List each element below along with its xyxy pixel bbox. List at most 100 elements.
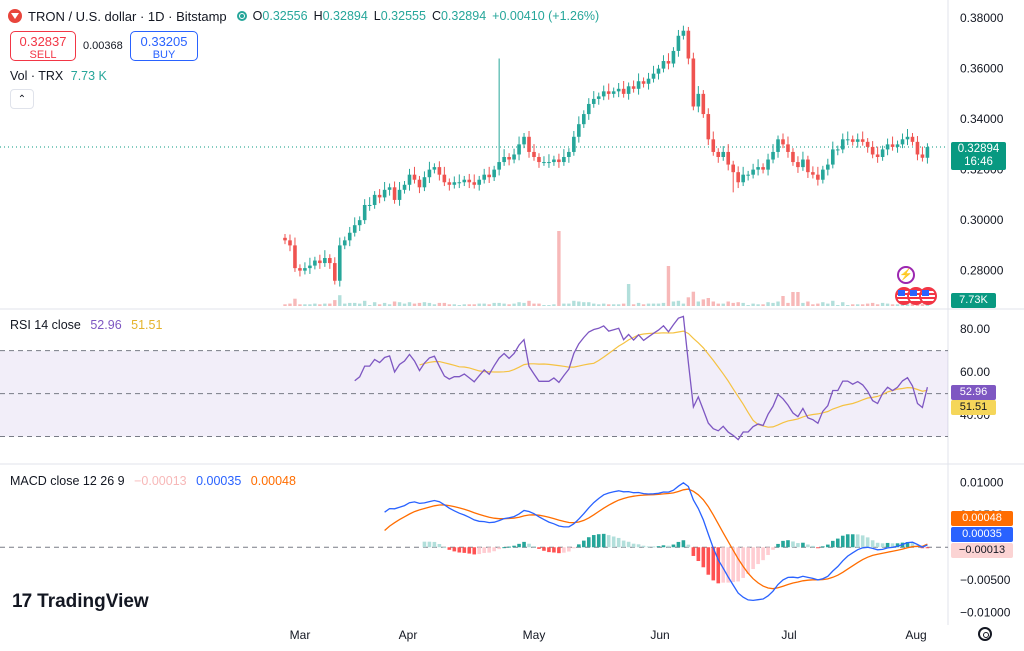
volume-bar	[656, 303, 661, 306]
economic-events[interactable]	[895, 287, 937, 307]
candle-body	[502, 157, 506, 163]
candle-body	[880, 149, 885, 157]
volume-bar	[353, 302, 357, 306]
macd-histogram-bar	[572, 547, 576, 549]
macd-histogram-bar	[656, 546, 661, 548]
candle-body	[337, 245, 342, 281]
candle-body	[402, 184, 407, 190]
macd-histogram-bar	[781, 540, 785, 548]
candle-body	[626, 86, 631, 94]
us-flag-icon[interactable]	[919, 287, 937, 305]
candle-body	[831, 149, 835, 165]
volume-bar	[731, 302, 735, 306]
rsi-legend[interactable]: RSI 14 close 52.96 51.51	[10, 318, 162, 332]
sell-button[interactable]: 0.32837 SELL	[10, 31, 76, 61]
market-status-icon[interactable]	[236, 11, 247, 21]
candle-body	[746, 174, 750, 176]
volume-bar	[726, 301, 730, 306]
gear-icon[interactable]	[978, 627, 992, 641]
candle-body	[452, 182, 457, 185]
volume-legend[interactable]: Vol · TRX 7.73 K	[10, 69, 107, 83]
volume-bar	[397, 302, 402, 306]
candle-body	[308, 265, 312, 269]
macd-histogram-bar	[502, 547, 506, 549]
volume-bar	[492, 302, 496, 306]
volume-bar	[303, 304, 307, 306]
volume-bar	[905, 304, 910, 306]
macd-histogram-bar	[552, 547, 556, 553]
volume-bar	[607, 304, 611, 306]
macd-histogram-bar	[801, 542, 805, 548]
macd-histogram-bar	[686, 544, 691, 548]
event-lightning-icon[interactable]: ⚡	[897, 266, 915, 284]
macd-histogram-bar	[437, 543, 442, 548]
macd-signal-value: 0.00048	[250, 474, 296, 488]
rsi-label: RSI 14 close	[10, 318, 81, 332]
macd-histogram-bar	[691, 547, 696, 556]
macd-histogram-bar	[885, 542, 890, 548]
volume-bar	[686, 297, 691, 306]
macd-histogram-bar	[811, 545, 815, 548]
candle-body	[596, 96, 601, 99]
macd-histogram-bar	[462, 547, 467, 553]
macd-histogram-bar	[890, 543, 895, 548]
candle-body	[577, 124, 581, 137]
volume-bar	[846, 305, 850, 306]
volume-bar	[447, 304, 452, 306]
chevron-up-icon: ⌃	[17, 93, 27, 105]
time-axis-label: Aug	[905, 628, 926, 642]
candle-body	[601, 91, 606, 97]
volume-bar	[865, 303, 870, 306]
candle-body	[855, 139, 860, 142]
volume-bar	[651, 303, 656, 306]
volume-bar	[333, 300, 337, 306]
macd-histogram-bar	[542, 547, 546, 551]
macd-histogram-bar	[547, 547, 551, 553]
volume-bar	[502, 303, 506, 306]
candle-body	[681, 30, 686, 36]
macd-histogram-bar	[840, 535, 845, 548]
symbol-title[interactable]: TRON / U.S. dollar · 1D · Bitstamp	[28, 8, 227, 24]
candle-body	[522, 136, 526, 145]
volume-bar	[756, 304, 760, 306]
tradingview-logo[interactable]: 17 TradingView	[12, 591, 149, 613]
rsi-background-band	[0, 350, 948, 437]
macd-signal-line	[384, 488, 928, 590]
volume-bar	[870, 302, 875, 306]
macd-histogram-bar	[527, 543, 531, 548]
volume-bar	[457, 305, 461, 306]
volume-bar	[572, 300, 576, 306]
macd-histogram-bar	[706, 547, 711, 575]
buy-price: 0.33205	[140, 34, 188, 49]
candle-body	[586, 103, 591, 115]
volume-bar	[890, 304, 895, 306]
candle-body	[442, 174, 447, 183]
candle-body	[781, 139, 785, 145]
price-tick-label: 0.36000	[960, 62, 1004, 76]
candle-body	[840, 139, 845, 150]
candle-body	[741, 174, 745, 183]
volume-bar	[517, 302, 521, 306]
volume-bar	[283, 304, 287, 306]
volume-bar	[751, 303, 755, 306]
volume-bar	[587, 302, 591, 306]
candle-body	[283, 237, 287, 241]
candle-body	[671, 50, 676, 64]
price-tick-label: 0.34000	[960, 112, 1004, 126]
high-value: 0.32894	[322, 9, 368, 23]
macd-histogram-bar	[636, 544, 641, 548]
macd-tick-label: −0.00500	[960, 573, 1011, 587]
candle-body	[761, 167, 765, 170]
macd-histogram-bar	[512, 545, 516, 548]
volume-bar	[621, 303, 626, 306]
candle-body	[387, 187, 392, 190]
macd-histogram-bar	[776, 543, 780, 548]
buy-button[interactable]: 0.33205 BUY	[130, 31, 198, 61]
macd-legend[interactable]: MACD close 12 26 9 −0.00013 0.00035 0.00…	[10, 474, 296, 488]
volume-bar	[691, 291, 696, 306]
candle-body	[651, 73, 656, 79]
macd-histogram-bar	[875, 542, 880, 548]
candle-body	[726, 151, 731, 165]
collapse-legend-button[interactable]: ⌃	[10, 89, 34, 109]
volume-bar	[552, 304, 556, 306]
